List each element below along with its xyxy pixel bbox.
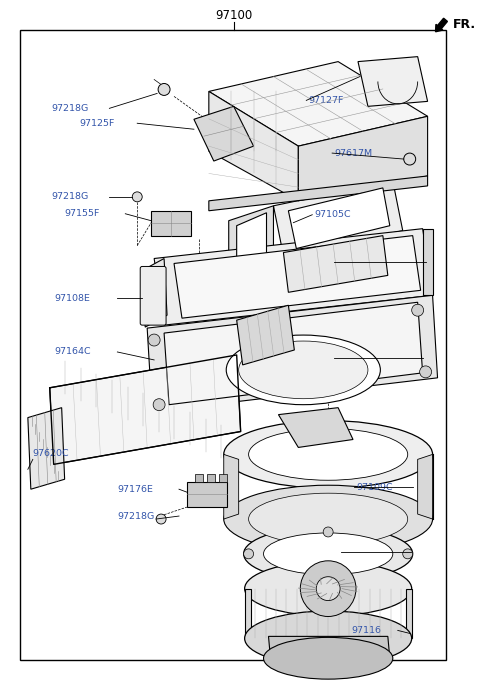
- Circle shape: [244, 549, 253, 559]
- Polygon shape: [268, 637, 390, 658]
- Polygon shape: [209, 176, 428, 211]
- Circle shape: [412, 304, 424, 316]
- Text: 97248H: 97248H: [343, 548, 380, 557]
- Ellipse shape: [224, 420, 432, 488]
- Polygon shape: [224, 455, 239, 519]
- Polygon shape: [50, 355, 240, 464]
- Polygon shape: [164, 302, 422, 404]
- Polygon shape: [299, 116, 428, 201]
- Ellipse shape: [239, 341, 368, 399]
- Text: 97100: 97100: [215, 9, 252, 22]
- Ellipse shape: [244, 527, 413, 581]
- Circle shape: [153, 399, 165, 411]
- Ellipse shape: [224, 485, 432, 553]
- Text: 97164C: 97164C: [55, 348, 91, 357]
- Text: 97127F: 97127F: [308, 96, 344, 105]
- Polygon shape: [187, 482, 227, 507]
- Ellipse shape: [245, 611, 412, 666]
- Polygon shape: [406, 589, 412, 639]
- Polygon shape: [228, 206, 274, 275]
- Ellipse shape: [249, 493, 408, 545]
- Bar: [195, 474, 203, 482]
- Circle shape: [404, 153, 416, 165]
- Circle shape: [403, 549, 413, 559]
- Circle shape: [323, 527, 333, 537]
- Ellipse shape: [264, 637, 393, 679]
- Polygon shape: [154, 229, 432, 325]
- Circle shape: [316, 577, 340, 600]
- Polygon shape: [418, 455, 432, 519]
- Bar: [20, 30, 445, 660]
- Polygon shape: [274, 181, 403, 256]
- Polygon shape: [151, 211, 191, 236]
- Polygon shape: [278, 408, 353, 448]
- Polygon shape: [142, 259, 167, 327]
- Polygon shape: [147, 295, 438, 411]
- Text: 97155F: 97155F: [65, 209, 100, 218]
- Ellipse shape: [245, 562, 412, 616]
- Text: 97108E: 97108E: [55, 294, 91, 303]
- Circle shape: [420, 366, 432, 378]
- Text: 97617M: 97617M: [334, 149, 372, 158]
- Polygon shape: [245, 589, 251, 639]
- Circle shape: [132, 192, 142, 202]
- Text: 97116: 97116: [351, 626, 381, 635]
- Circle shape: [323, 571, 333, 581]
- FancyBboxPatch shape: [140, 266, 166, 325]
- Ellipse shape: [249, 429, 408, 480]
- Polygon shape: [209, 92, 299, 201]
- Text: 97125F: 97125F: [80, 119, 115, 128]
- Polygon shape: [28, 408, 65, 489]
- Circle shape: [158, 83, 170, 95]
- Text: 97218G: 97218G: [52, 193, 89, 202]
- Polygon shape: [174, 236, 420, 318]
- Text: 97109C: 97109C: [356, 483, 393, 492]
- Polygon shape: [237, 305, 294, 365]
- Text: 97218G: 97218G: [52, 104, 89, 113]
- Text: 97218G: 97218G: [117, 512, 155, 521]
- Bar: [207, 474, 215, 482]
- Text: 97109D: 97109D: [336, 354, 373, 362]
- Bar: [219, 474, 227, 482]
- Text: 97060E: 97060E: [336, 258, 372, 267]
- Polygon shape: [237, 213, 266, 268]
- Circle shape: [300, 561, 356, 616]
- Ellipse shape: [264, 533, 393, 575]
- Circle shape: [156, 514, 166, 524]
- Circle shape: [148, 334, 160, 346]
- FancyArrow shape: [435, 18, 447, 32]
- Polygon shape: [358, 56, 428, 106]
- Text: 97176E: 97176E: [117, 484, 153, 493]
- Polygon shape: [283, 236, 388, 293]
- Text: 97620C: 97620C: [33, 449, 70, 458]
- Ellipse shape: [226, 335, 380, 404]
- Polygon shape: [288, 188, 390, 249]
- Polygon shape: [422, 229, 432, 295]
- Text: FR.: FR.: [453, 18, 476, 31]
- Text: 97105C: 97105C: [314, 211, 351, 219]
- Polygon shape: [209, 62, 428, 146]
- Polygon shape: [194, 106, 253, 161]
